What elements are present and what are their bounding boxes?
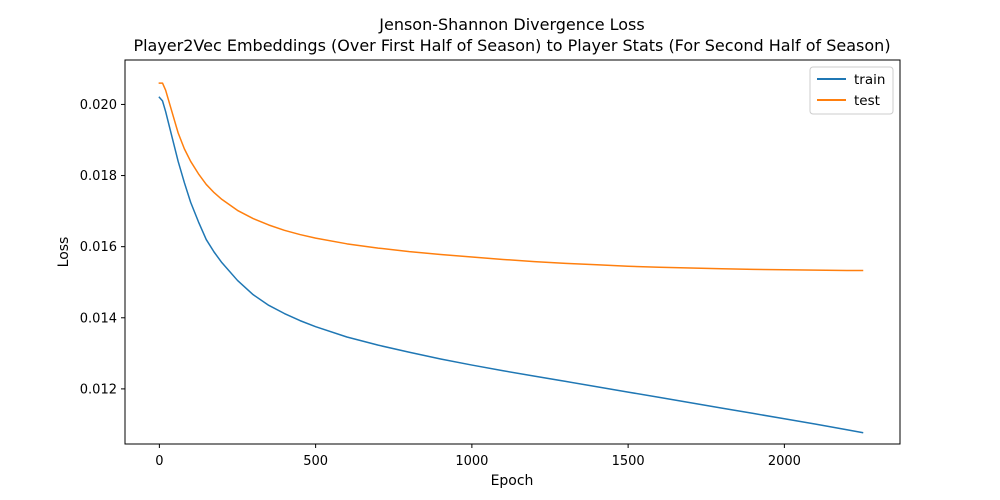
plot-frame <box>124 59 901 445</box>
y-axis-label: Loss <box>56 237 72 268</box>
legend-label-train: train <box>854 72 885 88</box>
y-tick-label: 0.012 <box>80 382 117 397</box>
y-axis-ticks: 0.012 0.014 0.016 0.018 0.020 <box>80 98 125 397</box>
x-axis-label: Epoch <box>491 473 534 489</box>
chart-title: Jenson-Shannon Divergence Loss <box>378 15 644 34</box>
series-line-train <box>158 96 864 434</box>
x-axis-ticks: 0 500 1000 1500 2000 <box>155 444 801 469</box>
x-tick-label: 1500 <box>612 454 645 469</box>
x-tick-label: 500 <box>303 454 328 469</box>
series-line-test <box>158 82 864 272</box>
y-tick-label: 0.014 <box>80 311 117 326</box>
legend: train test <box>809 66 894 115</box>
legend-label-test: test <box>854 93 880 109</box>
y-tick-label: 0.018 <box>80 169 117 184</box>
x-tick-label: 1000 <box>455 454 488 469</box>
x-tick-label: 2000 <box>768 454 801 469</box>
chart-subtitle: Player2Vec Embeddings (Over First Half o… <box>133 36 890 55</box>
y-tick-label: 0.016 <box>80 240 117 255</box>
series-layer <box>158 82 864 434</box>
x-tick-label: 0 <box>155 454 163 469</box>
y-tick-label: 0.020 <box>80 98 117 113</box>
